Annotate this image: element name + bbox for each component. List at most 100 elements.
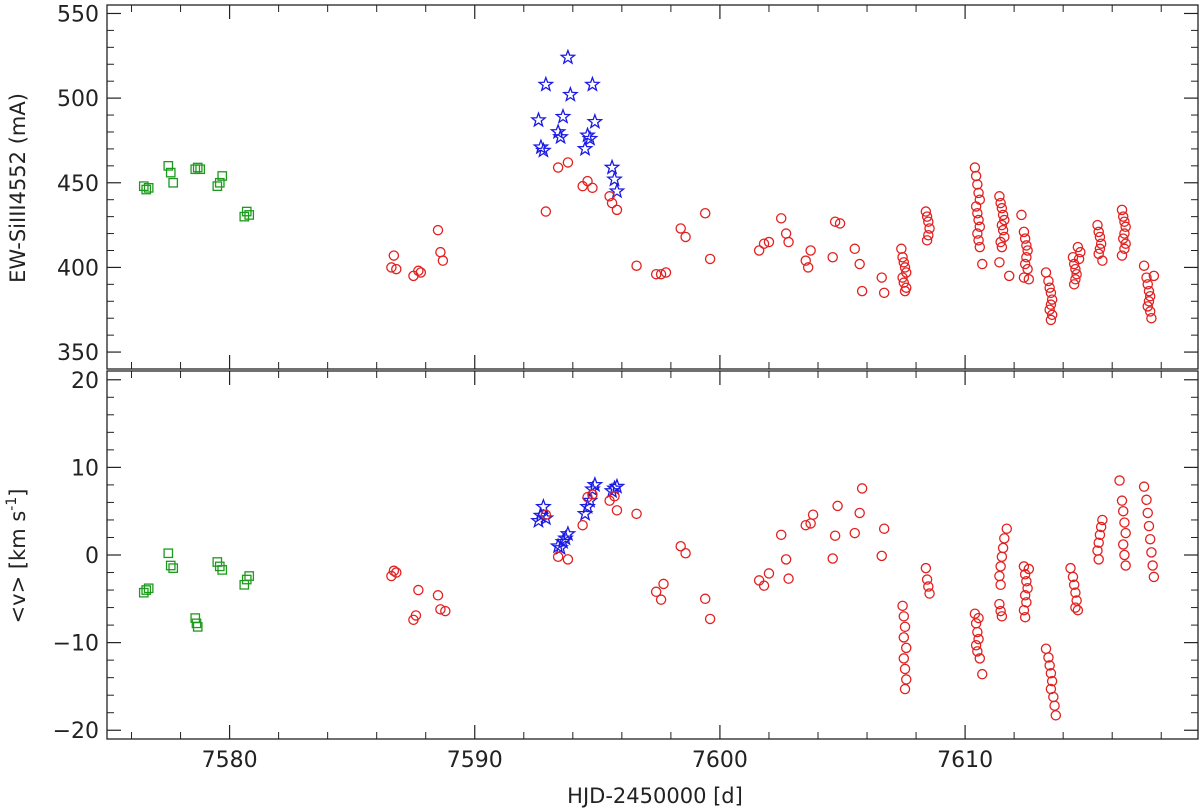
data-point-star — [559, 48, 577, 65]
data-point-circle — [1093, 537, 1104, 548]
data-point-circle — [1120, 527, 1131, 539]
data-point-star — [586, 112, 604, 130]
data-point-square — [168, 563, 179, 573]
data-point-circle — [631, 508, 642, 520]
data-point-circle — [973, 612, 984, 624]
data-point-circle — [1148, 571, 1160, 583]
data-point-circle — [1065, 562, 1076, 574]
data-point-circle — [1147, 560, 1158, 571]
data-point-circle — [995, 236, 1006, 248]
data-point-circle — [972, 646, 983, 657]
data-point-circle — [849, 527, 861, 539]
data-point-circle — [1097, 255, 1108, 266]
data-point-circle — [1114, 475, 1125, 486]
data-point-circle — [1116, 495, 1128, 506]
data-point-circle — [582, 175, 593, 187]
data-point-circle — [1022, 245, 1033, 256]
data-point-circle — [1043, 275, 1054, 287]
data-point-circle — [996, 219, 1008, 231]
data-point-star — [549, 123, 567, 140]
data-point-star — [608, 182, 626, 199]
data-point-circle — [921, 574, 933, 585]
data-point-circle — [1116, 250, 1128, 261]
data-point-circle — [973, 235, 984, 246]
data-point-circle — [1023, 563, 1035, 575]
data-point-circle — [854, 258, 865, 270]
data-point-circle — [1070, 274, 1081, 285]
data-point-circle — [972, 626, 983, 638]
data-point-circle — [834, 218, 846, 229]
data-point-circle — [969, 162, 981, 173]
data-point-circle — [995, 561, 1006, 572]
data-point-circle — [655, 594, 667, 605]
data-point-circle — [1044, 282, 1055, 293]
data-point-circle — [699, 593, 711, 605]
data-point-circle — [1138, 481, 1150, 492]
data-point-circle — [1045, 668, 1057, 679]
data-point-circle — [1120, 560, 1131, 571]
data-point-star — [581, 129, 599, 146]
data-point-circle — [856, 483, 868, 494]
data-point-star — [552, 128, 570, 145]
data-point-circle — [562, 157, 574, 168]
data-point-circle — [923, 216, 934, 227]
data-point-circle — [996, 611, 1008, 622]
data-point-circle — [827, 252, 838, 263]
data-point-circle — [1071, 268, 1082, 280]
data-point-square — [239, 211, 250, 222]
bottom-y-axis-label-sup: -1 — [4, 497, 20, 511]
data-point-circle — [388, 565, 400, 577]
data-point-star — [534, 141, 552, 158]
data-point-circle — [1095, 238, 1107, 249]
data-point-circle — [1018, 561, 1030, 572]
data-point-circle — [1048, 691, 1059, 703]
data-point-circle — [675, 223, 686, 234]
data-point-star — [579, 126, 596, 143]
data-point-circle — [1022, 583, 1033, 594]
data-point-circle — [611, 505, 623, 516]
data-point-circle — [1117, 233, 1129, 244]
data-point-circle — [391, 567, 402, 578]
data-point-square — [163, 160, 174, 171]
data-point-circle — [758, 238, 770, 249]
data-point-circle — [1050, 710, 1062, 721]
bottom-y-axis-label-end: ] — [6, 489, 30, 497]
data-point-circle — [995, 197, 1006, 209]
data-point-circle — [923, 230, 934, 241]
data-point-circle — [997, 209, 1009, 221]
data-point-circle — [1094, 231, 1106, 243]
plot-frame-0 — [106, 4, 1199, 370]
data-point-circle — [1016, 209, 1027, 221]
data-point-circle — [1067, 252, 1079, 263]
data-point-circle — [660, 267, 672, 278]
data-point-circle — [1120, 221, 1131, 233]
data-point-circle — [1116, 204, 1128, 216]
data-point-circle — [650, 268, 662, 280]
y-tick-label: 450 — [57, 172, 99, 197]
data-point-circle — [391, 263, 402, 275]
data-point-square — [165, 560, 176, 571]
y-tick-label: 400 — [57, 256, 99, 281]
data-point-square — [241, 574, 252, 585]
data-point-circle — [1040, 267, 1052, 278]
y-tick-label: 500 — [57, 87, 99, 112]
data-point-circle — [1072, 604, 1084, 616]
data-point-circle — [1144, 306, 1156, 317]
data-point-square — [214, 561, 225, 572]
data-point-circle — [899, 683, 911, 695]
data-point-circle — [973, 633, 984, 645]
data-point-circle — [1021, 240, 1032, 251]
data-point-circle — [1095, 521, 1107, 533]
data-point-circle — [995, 579, 1006, 591]
data-point-circle — [899, 262, 911, 273]
data-point-circle — [999, 533, 1010, 544]
data-point-circle — [763, 568, 775, 579]
data-point-circle — [386, 262, 397, 273]
data-point-circle — [1045, 314, 1057, 326]
x-axis-label: HJD-2450000 [d] — [567, 784, 743, 808]
data-point-circle — [878, 523, 890, 534]
data-point-circle — [878, 287, 890, 299]
data-point-star — [532, 138, 550, 155]
data-point-circle — [800, 255, 811, 266]
